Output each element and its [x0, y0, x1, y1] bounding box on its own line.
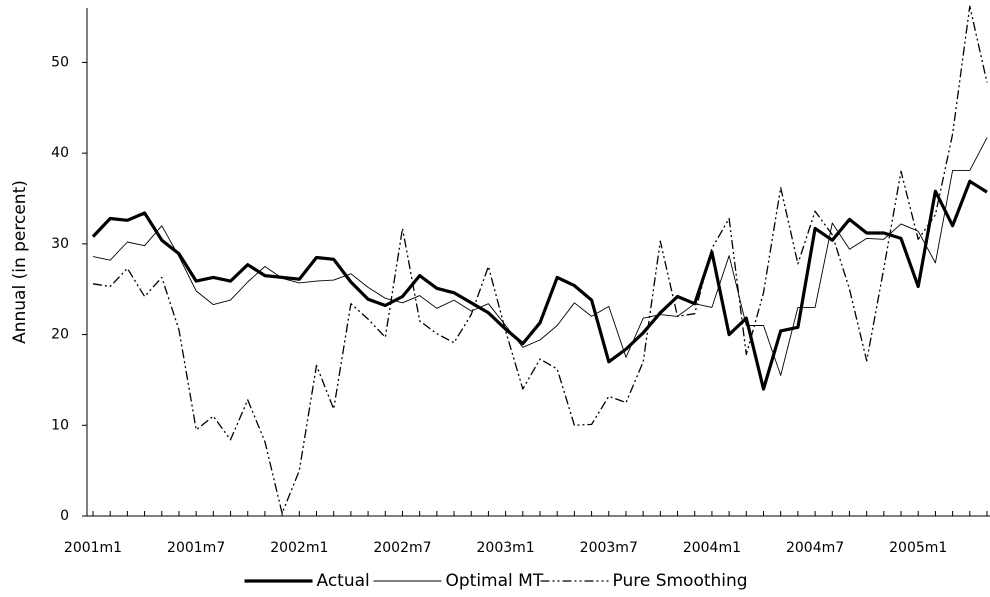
y-tick-label: 20	[51, 327, 69, 343]
legend-label: Optimal MT	[446, 571, 544, 591]
x-tick-label: 2005m1	[889, 540, 947, 556]
x-tick-label: 2002m7	[373, 540, 431, 556]
x-tick-label: 2004m7	[786, 540, 844, 556]
y-tick-label: 0	[60, 508, 69, 524]
x-tick-label: 2004m1	[683, 540, 741, 556]
series-line	[91, 179, 988, 391]
y-tick-label: 30	[51, 236, 69, 252]
series-line	[92, 5, 988, 514]
plot-area	[91, 5, 988, 514]
x-tick-label: 2001m1	[64, 540, 122, 556]
x-tick-label: 2001m7	[167, 540, 225, 556]
series-line	[92, 137, 988, 376]
legend-label: Actual	[317, 571, 370, 591]
y-tick-label: 10	[51, 417, 69, 433]
x-tick-label: 2002m1	[270, 540, 328, 556]
x-tick-label: 2003m1	[477, 540, 535, 556]
legend-label: Pure Smoothing	[613, 571, 748, 591]
y-axis-label: Annual (in percent)	[10, 180, 30, 344]
y-tick-label: 50	[51, 54, 69, 70]
y-tick-label: 40	[51, 145, 69, 161]
x-tick-label: 2003m7	[580, 540, 638, 556]
legend: Actual Optimal MT Pure Smoothing	[244, 571, 748, 591]
